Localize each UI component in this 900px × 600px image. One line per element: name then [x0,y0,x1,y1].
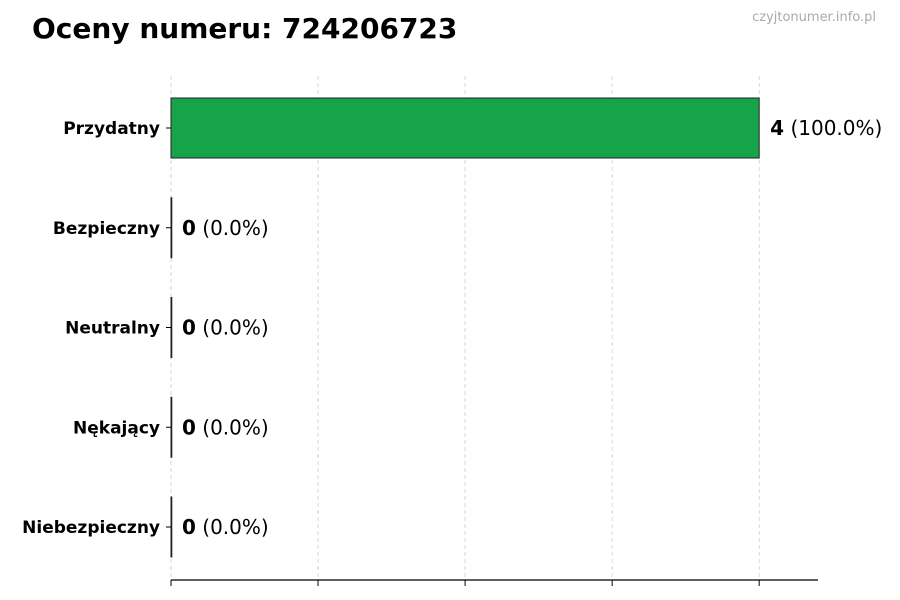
category-label: Nękający [73,418,160,438]
data-label-pct: (0.0%) [196,515,269,539]
data-label-pct: (100.0%) [784,116,882,140]
bar [170,396,173,458]
data-label-pct: (0.0%) [196,316,269,340]
data-label-count: 0 [182,216,196,240]
category-label: Przydatny [63,119,160,139]
watermark: czyjtonumer.info.pl [752,10,876,25]
chart-title: Oceny numeru: 724206723 [32,12,458,45]
data-label-count: 0 [182,316,196,340]
bar [170,297,173,358]
bar [170,97,760,159]
data-label: 0 (0.0%) [182,415,269,439]
data-label: 0 (0.0%) [182,316,269,340]
data-label-count: 4 [770,116,784,140]
bar [170,496,173,558]
category-label: Neutralny [65,319,160,339]
data-label-count: 0 [182,415,196,439]
data-label-count: 0 [182,515,196,539]
category-label: Niebezpieczny [22,518,160,538]
data-label: 0 (0.0%) [182,515,269,539]
data-label: 4 (100.0%) [770,116,882,140]
category-label: Bezpieczny [53,219,160,239]
data-label-pct: (0.0%) [196,415,269,439]
data-label-pct: (0.0%) [196,216,269,240]
data-label: 0 (0.0%) [182,216,269,240]
bar [170,197,173,259]
